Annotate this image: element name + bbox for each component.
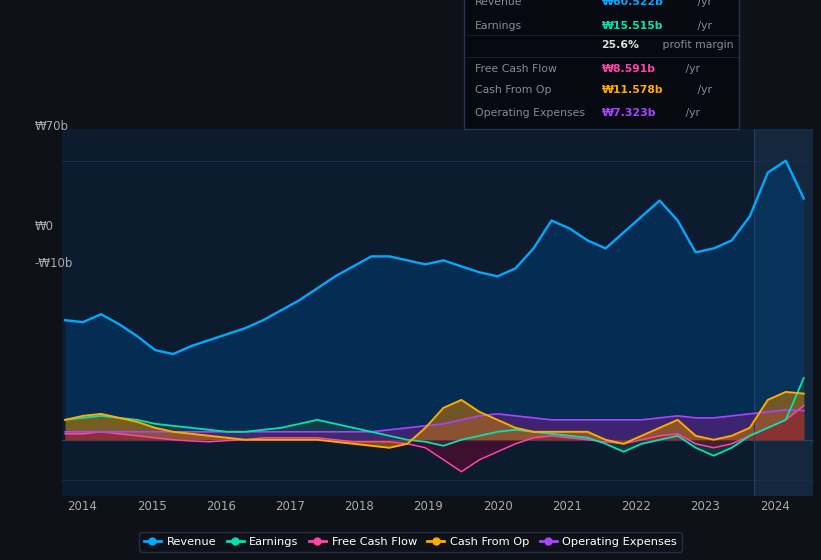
Text: ₩60.522b: ₩60.522b bbox=[601, 0, 663, 7]
Text: ₩0: ₩0 bbox=[34, 220, 53, 234]
Text: /yr: /yr bbox=[694, 85, 712, 95]
Text: ₩7.323b: ₩7.323b bbox=[601, 108, 656, 118]
Text: Cash From Op: Cash From Op bbox=[475, 85, 552, 95]
Text: /yr: /yr bbox=[694, 0, 712, 7]
Text: Revenue: Revenue bbox=[475, 0, 522, 7]
Bar bbox=[754, 129, 813, 496]
Text: /yr: /yr bbox=[694, 21, 712, 31]
Text: /yr: /yr bbox=[682, 108, 700, 118]
Text: profit margin: profit margin bbox=[659, 40, 734, 50]
Text: Free Cash Flow: Free Cash Flow bbox=[475, 64, 557, 74]
Text: ₩8.591b: ₩8.591b bbox=[601, 64, 655, 74]
Text: ₩11.578b: ₩11.578b bbox=[601, 85, 663, 95]
Text: -₩10b: -₩10b bbox=[34, 256, 73, 270]
Legend: Revenue, Earnings, Free Cash Flow, Cash From Op, Operating Expenses: Revenue, Earnings, Free Cash Flow, Cash … bbox=[140, 532, 681, 552]
Text: Operating Expenses: Operating Expenses bbox=[475, 108, 585, 118]
Text: ₩70b: ₩70b bbox=[34, 119, 68, 133]
Text: /yr: /yr bbox=[682, 64, 700, 74]
Text: ₩15.515b: ₩15.515b bbox=[601, 21, 663, 31]
Text: 25.6%: 25.6% bbox=[601, 40, 640, 50]
Text: Earnings: Earnings bbox=[475, 21, 522, 31]
